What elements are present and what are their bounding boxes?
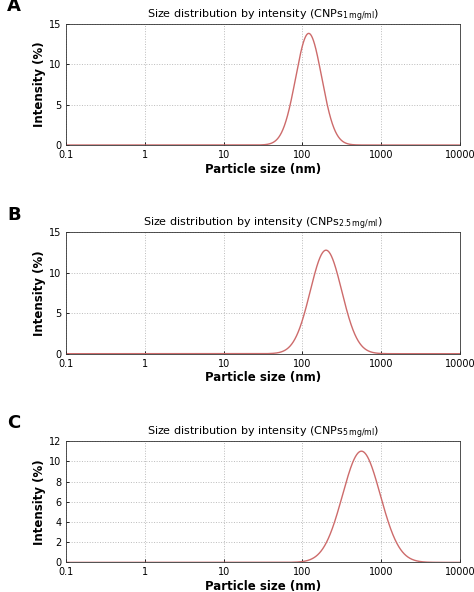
Y-axis label: Intensity (%): Intensity (%): [33, 459, 46, 545]
X-axis label: Particle size (nm): Particle size (nm): [205, 580, 321, 592]
X-axis label: Particle size (nm): Particle size (nm): [205, 163, 321, 176]
Title: Size distribution by intensity (CNPs$_{\mathregular{1\,mg/ml}}$): Size distribution by intensity (CNPs$_{\…: [147, 7, 379, 24]
Y-axis label: Intensity (%): Intensity (%): [33, 41, 46, 127]
X-axis label: Particle size (nm): Particle size (nm): [205, 371, 321, 384]
Text: C: C: [8, 414, 20, 432]
Y-axis label: Intensity (%): Intensity (%): [33, 250, 46, 336]
Title: Size distribution by intensity (CNPs$_{\mathregular{5\,mg/ml}}$): Size distribution by intensity (CNPs$_{\…: [147, 424, 379, 441]
Text: B: B: [8, 205, 21, 224]
Text: A: A: [8, 0, 21, 15]
Title: Size distribution by intensity (CNPs$_{\mathregular{2.5\,mg/ml}}$): Size distribution by intensity (CNPs$_{\…: [143, 216, 383, 233]
